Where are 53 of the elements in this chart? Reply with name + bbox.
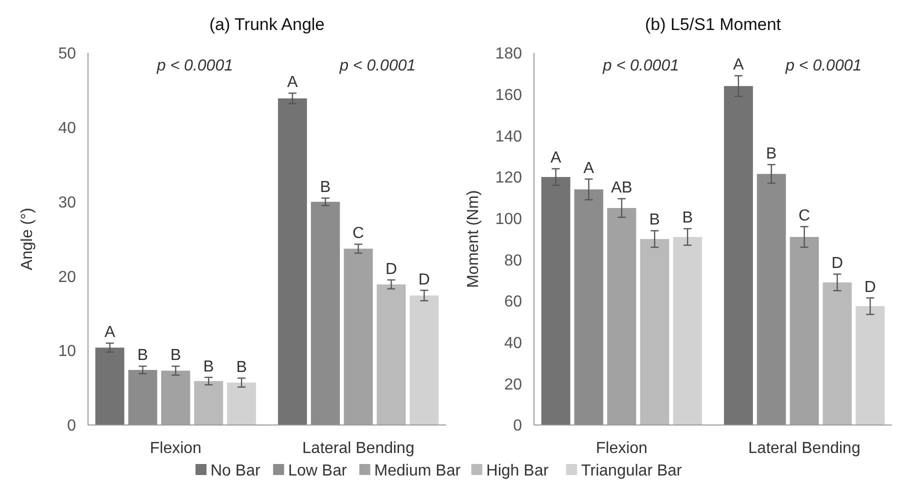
x-tick-label: Flexion <box>150 440 202 457</box>
y-tick-label: 30 <box>58 194 76 212</box>
data-label: A <box>583 160 594 178</box>
data-label: A <box>287 74 298 92</box>
y-tick-label: 20 <box>504 376 522 394</box>
data-label: D <box>831 255 844 272</box>
x-tick-label: Lateral Bending <box>748 440 860 457</box>
data-label: B <box>236 359 247 376</box>
data-label: B <box>682 210 693 227</box>
data-label: B <box>766 146 777 163</box>
data-label: B <box>137 347 148 364</box>
annotation: p < 0.0001 <box>784 58 862 75</box>
chart-title: (b) L5/S1 Moment <box>644 15 782 34</box>
x-tick-label: Lateral Bending <box>302 440 414 457</box>
legend-label: High Bar <box>486 462 550 480</box>
y-axis-title: Angle (°) <box>19 208 36 270</box>
y-tick-label: 10 <box>58 343 76 360</box>
y-tick-label: 60 <box>504 294 522 311</box>
y-tick-label: 40 <box>504 334 522 352</box>
y-tick-label: 160 <box>495 86 522 104</box>
data-label: B <box>203 358 214 376</box>
data-label: B <box>170 347 182 364</box>
y-tick-label: 80 <box>504 252 522 270</box>
legend-label: Low Bar <box>288 462 348 480</box>
annotation: p < 0.0001 <box>338 58 416 75</box>
y-tick-label: 120 <box>495 170 522 187</box>
y-tick-label: 140 <box>495 128 522 146</box>
y-tick-label: 0 <box>513 418 522 435</box>
y-tick-label: 40 <box>58 120 76 137</box>
legend-label: Triangular Bar <box>581 462 683 480</box>
data-label: AB <box>611 180 632 197</box>
y-tick-label: 180 <box>495 46 522 63</box>
y-tick-label: 0 <box>67 418 76 435</box>
data-label: A <box>733 56 744 74</box>
x-tick-label: Flexion <box>596 440 648 457</box>
legend-label: Medium Bar <box>374 462 462 480</box>
y-axis-title: Moment (Nm) <box>465 190 482 288</box>
data-label: A <box>104 324 116 342</box>
y-tick-label: 20 <box>58 268 76 286</box>
data-label: A <box>550 150 562 167</box>
data-label: D <box>864 278 876 296</box>
data-label: D <box>385 260 398 278</box>
annotation: p < 0.0001 <box>156 58 233 75</box>
annotation: p < 0.0001 <box>602 58 679 75</box>
data-label: C <box>798 208 810 225</box>
data-label: D <box>418 271 430 288</box>
y-tick-label: 50 <box>58 46 76 63</box>
data-label: B <box>320 179 331 196</box>
data-label: B <box>649 212 660 229</box>
chart-title: (a) Trunk Angle <box>209 15 325 34</box>
y-tick-label: 100 <box>495 210 522 228</box>
data-label: C <box>352 225 364 242</box>
legend-label: No Bar <box>210 462 261 480</box>
